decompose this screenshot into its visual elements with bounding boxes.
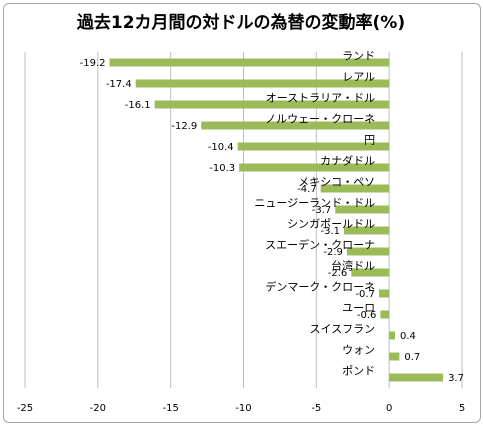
data-label: 0.4 [400,331,416,342]
data-label: -0.7 [355,289,375,300]
category-label: ポンド [342,365,375,378]
category-label: ニュージーランド・ドル [254,197,375,210]
data-label: -19.2 [80,58,106,69]
x-tick-label: -15 [162,403,178,414]
category-label: ノルウェー・クローネ [265,113,375,126]
data-label: -16.1 [125,100,151,111]
data-label: -3.1 [320,226,340,237]
data-label: 0.7 [404,352,420,363]
category-label: スエーデン・クローナ [265,238,375,252]
category-label: 円 [364,134,375,147]
x-tick-label: -25 [17,403,33,414]
x-tick-label: 5 [459,403,465,414]
data-label: -10.4 [208,142,234,153]
category-label: ウォン [342,344,375,357]
bar [389,331,395,340]
bar [389,373,444,382]
x-tick-label: -10 [235,403,251,414]
chart-title: 過去12カ月間の対ドルの為替の変動率(%) [77,12,405,33]
x-tick-label: -5 [311,403,321,414]
bar [378,289,390,298]
category-label: カナダドル [320,154,375,168]
bars [109,58,444,382]
bar [351,268,390,277]
bar [239,163,390,172]
category-label: レアル [342,71,375,84]
category-label: メキシコ・ペソ [298,176,375,189]
labels: ランド -19.2 レアル -17.4 オーストラリア・ドル -16.1 ノルウェー・クロー… [80,50,464,385]
category-label: デンマーク・クローネ [265,280,375,294]
bar [389,352,400,361]
category-label: 台湾ドル [331,259,375,273]
category-label: オーストラリア・ドル [266,92,375,105]
bar [380,310,390,319]
data-label: -12.9 [171,121,197,132]
bar [109,58,390,67]
x-tick-label: 0 [386,403,392,414]
chart-frame [3,3,481,423]
x-axis-ticks: -25 -20 -15 -10 -5 0 5 [17,403,465,414]
bar [346,247,390,256]
bar [344,226,390,235]
x-tick-label: -20 [90,403,106,414]
bar [201,121,390,130]
category-label: シンガポールドル [287,218,375,231]
bar [335,205,390,214]
category-label: ユーロ [342,302,375,315]
data-label: -4.7 [297,184,317,195]
data-label: -2.6 [328,268,348,279]
data-label: -0.6 [357,310,377,321]
data-label: -3.7 [312,205,332,216]
data-label: -10.3 [209,163,235,174]
data-label: 3.7 [448,373,464,384]
data-label: -17.4 [106,79,132,90]
bar [135,79,390,88]
bar [237,142,390,151]
category-label: ランド [342,50,375,63]
data-label: -2.9 [323,247,343,258]
bar [320,184,390,193]
bar [154,100,390,109]
category-label: スイスフラン [309,323,375,336]
